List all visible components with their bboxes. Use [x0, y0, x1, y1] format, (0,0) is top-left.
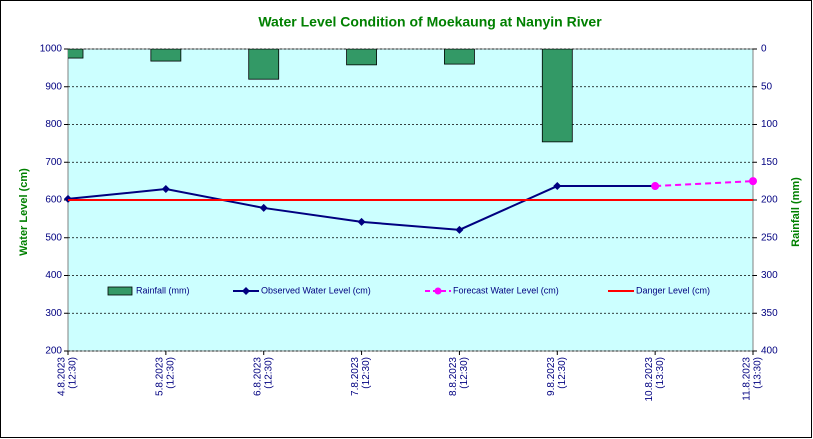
x-tick-label: (12:30)	[68, 357, 79, 389]
marker	[357, 217, 366, 226]
x-tick-label: 10.8.2023	[644, 357, 655, 402]
y-tick-label: 1000	[40, 44, 63, 55]
y2-tick-label: 200	[761, 195, 778, 206]
y2-tick-label: 150	[761, 157, 778, 168]
x-tick-label: 8.8.2023	[448, 357, 459, 396]
marker	[161, 185, 170, 194]
marker	[455, 225, 464, 234]
legend-label: Forecast Water Level (cm)	[453, 285, 559, 295]
y-tick-label: 600	[45, 195, 62, 206]
y2-tick-label: 250	[761, 232, 778, 243]
x-tick-label: 4.8.2023	[57, 357, 68, 396]
x-tick-label: 6.8.2023	[252, 357, 263, 396]
rainfall-bar	[444, 49, 475, 65]
y2-tick-label: 350	[761, 308, 778, 319]
y2-tick-label: 300	[761, 270, 778, 281]
x-tick-label: 11.8.2023	[742, 357, 753, 401]
y2-axis-label: Rainfall (mm)	[790, 177, 802, 247]
y-tick-label: 300	[45, 308, 62, 319]
y-tick-label: 900	[45, 81, 62, 92]
y2-tick-label: 100	[761, 119, 778, 130]
y2-tick-label: 0	[761, 44, 767, 55]
y-tick-label: 400	[45, 270, 62, 281]
x-tick-label: (12:30)	[459, 357, 470, 389]
legend-marker	[434, 287, 442, 295]
chart-title: Water Level Condition of Moekaung at Nan…	[258, 14, 602, 30]
rainfall-bar	[541, 49, 573, 143]
y2-tick-label: 50	[761, 81, 773, 92]
y-tick-label: 700	[45, 157, 62, 168]
y2-tick-label: 400	[761, 346, 778, 357]
legend-marker	[242, 287, 250, 295]
y-axis-label: Water Level (cm)	[18, 168, 30, 256]
marker	[749, 177, 757, 186]
rainfall-bar	[248, 49, 280, 80]
x-tick-label: (12:30)	[361, 357, 372, 389]
x-tick-label: (13:30)	[753, 357, 764, 389]
legend-swatch	[107, 286, 133, 296]
x-tick-label: 9.8.2023	[546, 357, 557, 396]
rainfall-bar	[68, 49, 84, 59]
x-tick-label: (12:30)	[263, 357, 274, 389]
x-tick-label: (13:30)	[655, 357, 666, 389]
marker	[553, 182, 562, 191]
x-tick-label: 5.8.2023	[154, 357, 165, 396]
rainfall-bar	[346, 49, 377, 66]
y-tick-label: 500	[45, 232, 62, 243]
legend-label: Rainfall (mm)	[136, 285, 190, 295]
y-tick-label: 200	[45, 346, 62, 357]
rainfall-bar	[150, 49, 182, 62]
legend-label: Danger Level (cm)	[636, 285, 710, 295]
x-tick-label: (12:30)	[557, 357, 568, 389]
x-tick-label: (12:30)	[165, 357, 176, 389]
x-tick-label: 7.8.2023	[350, 357, 361, 396]
marker	[651, 182, 660, 191]
legend-label: Observed Water Level (cm)	[261, 285, 371, 295]
plot-clip	[68, 49, 573, 143]
y-tick-label: 800	[45, 119, 62, 130]
series-line	[655, 180, 754, 188]
marker	[259, 203, 268, 212]
